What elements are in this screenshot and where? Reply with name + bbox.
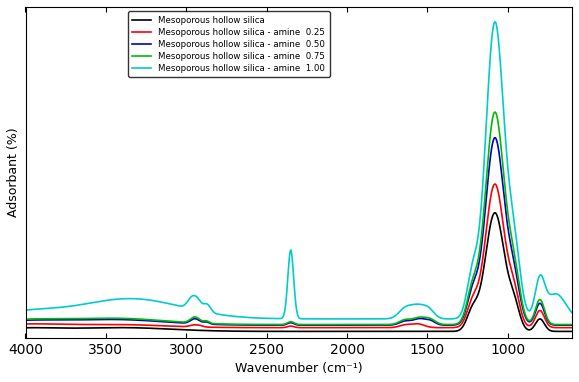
Mesoporous hollow silica - amine  0.25 (569, 325, 576, 330)
Mesoporous hollow silica - amine  0.25 (259, 325, 266, 330)
Mesoporous hollow silica (516, 312, 523, 317)
Mesoporous hollow silica - amine  0.75 (251, 322, 258, 327)
Mesoporous hollow silica - amine  0.25 (516, 304, 523, 309)
Mesoporous hollow silica - amine  0.75 (492, 110, 499, 114)
Y-axis label: Adsorbant (%): Adsorbant (%) (7, 128, 20, 217)
Mesoporous hollow silica - amine  0.25 (251, 325, 258, 330)
X-axis label: Wavenumber (cm⁻¹): Wavenumber (cm⁻¹) (235, 362, 362, 375)
Mesoporous hollow silica (259, 329, 266, 333)
Mesoporous hollow silica - amine  0.25 (22, 322, 29, 326)
Mesoporous hollow silica (492, 210, 499, 215)
Mesoporous hollow silica - amine  0.50 (266, 323, 273, 327)
Mesoporous hollow silica - amine  0.25 (266, 325, 273, 330)
Mesoporous hollow silica - amine  0.25 (402, 322, 409, 327)
Mesoporous hollow silica (22, 325, 29, 330)
Line: Mesoporous hollow silica - amine  0.50: Mesoporous hollow silica - amine 0.50 (25, 138, 572, 325)
Mesoporous hollow silica - amine  0.75 (402, 317, 409, 322)
Mesoporous hollow silica (569, 329, 576, 334)
Mesoporous hollow silica - amine  1.00 (569, 311, 576, 315)
Mesoporous hollow silica - amine  0.50 (516, 293, 523, 297)
Line: Mesoporous hollow silica: Mesoporous hollow silica (25, 213, 572, 332)
Mesoporous hollow silica - amine  1.00 (369, 317, 376, 321)
Mesoporous hollow silica - amine  0.75 (569, 322, 576, 327)
Mesoporous hollow silica - amine  1.00 (402, 304, 409, 309)
Mesoporous hollow silica - amine  0.50 (259, 323, 266, 327)
Mesoporous hollow silica - amine  1.00 (22, 308, 29, 312)
Mesoporous hollow silica - amine  0.50 (251, 323, 258, 327)
Mesoporous hollow silica - amine  0.50 (22, 318, 29, 322)
Mesoporous hollow silica (251, 329, 258, 333)
Mesoporous hollow silica - amine  1.00 (270, 316, 277, 321)
Mesoporous hollow silica - amine  0.50 (492, 135, 499, 140)
Mesoporous hollow silica - amine  0.25 (492, 182, 499, 186)
Mesoporous hollow silica - amine  0.75 (270, 322, 277, 327)
Mesoporous hollow silica - amine  1.00 (259, 316, 266, 320)
Line: Mesoporous hollow silica - amine  0.75: Mesoporous hollow silica - amine 0.75 (25, 112, 572, 325)
Line: Mesoporous hollow silica - amine  0.25: Mesoporous hollow silica - amine 0.25 (25, 184, 572, 328)
Mesoporous hollow silica - amine  0.75 (516, 287, 523, 292)
Mesoporous hollow silica (270, 329, 277, 333)
Mesoporous hollow silica - amine  0.50 (402, 319, 409, 323)
Mesoporous hollow silica - amine  1.00 (492, 19, 499, 24)
Mesoporous hollow silica - amine  1.00 (251, 316, 258, 320)
Mesoporous hollow silica (402, 329, 409, 334)
Mesoporous hollow silica - amine  0.75 (22, 317, 29, 322)
Line: Mesoporous hollow silica - amine  1.00: Mesoporous hollow silica - amine 1.00 (25, 22, 572, 319)
Mesoporous hollow silica - amine  0.75 (259, 322, 266, 327)
Mesoporous hollow silica - amine  0.25 (270, 325, 277, 330)
Mesoporous hollow silica (266, 329, 273, 333)
Mesoporous hollow silica - amine  0.75 (266, 322, 273, 327)
Mesoporous hollow silica - amine  0.50 (270, 323, 277, 327)
Mesoporous hollow silica - amine  0.50 (569, 323, 576, 327)
Mesoporous hollow silica - amine  1.00 (516, 268, 523, 273)
Legend: Mesoporous hollow silica, Mesoporous hollow silica - amine  0.25, Mesoporous hol: Mesoporous hollow silica, Mesoporous hol… (128, 11, 329, 77)
Mesoporous hollow silica - amine  1.00 (266, 316, 273, 321)
